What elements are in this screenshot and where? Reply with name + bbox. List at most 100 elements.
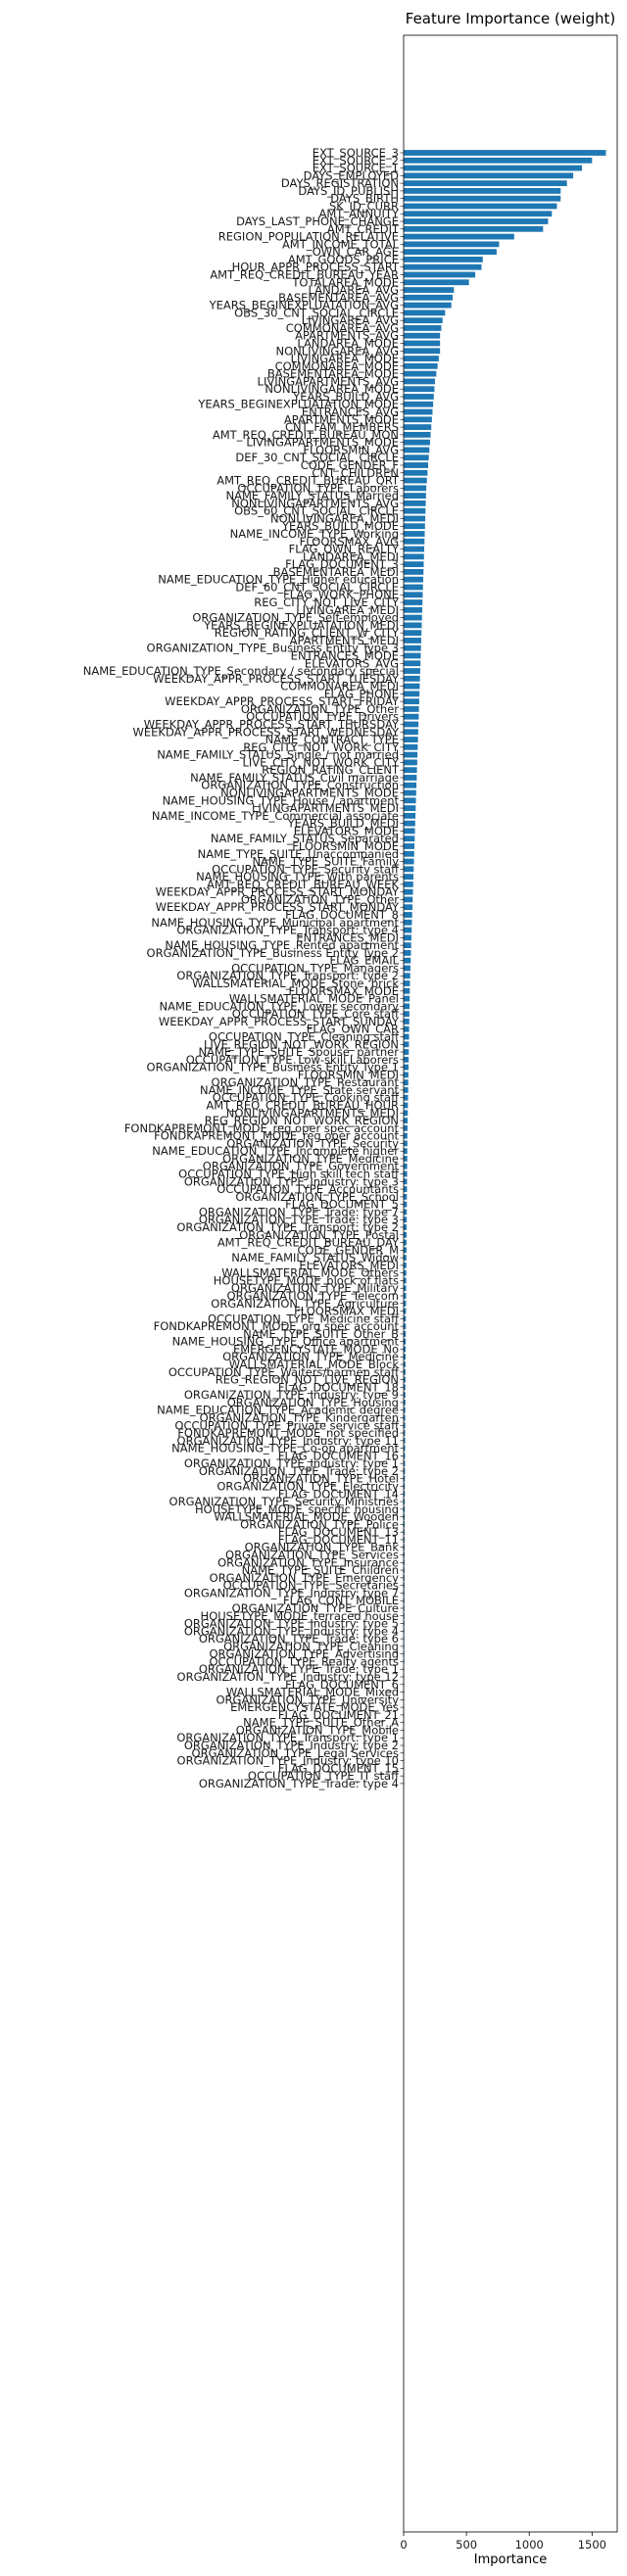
bar [404, 1269, 407, 1276]
bar [404, 515, 426, 522]
y-tick-label: ORGANIZATION_TYPE_Transport: type 4 [176, 924, 399, 937]
bar [404, 896, 413, 903]
y-tick-label: NAME_FAMILY_STATUS_Married [226, 489, 400, 502]
bar [404, 454, 429, 461]
bar [404, 317, 443, 324]
y-tick-label: ORGANIZATION_TYPE_Other [241, 702, 399, 716]
bar [404, 1118, 409, 1123]
bar [404, 348, 441, 355]
y-tick-label: ORGANIZATION_TYPE_Industry: type 11 [177, 1434, 399, 1448]
y-tick-label: COMMONAREA_MODE [275, 359, 399, 373]
y-tick-label: ORGANIZATION_TYPE_Trade: type 4 [199, 1777, 399, 1790]
y-tick-label: ENTRANCES_MODE [291, 648, 399, 662]
y-tick-label: ORGANIZATION_TYPE_Construction [201, 779, 399, 792]
y-tick-label: NAME_TYPE_SUITE_Other_B [243, 1327, 399, 1341]
bar [404, 1156, 408, 1162]
bar [404, 759, 417, 766]
bar [404, 1460, 406, 1467]
y-tick-label: FONDKAPREMONT_MODE_not specified [177, 1426, 399, 1440]
x-tick-label: 1000 [515, 2538, 544, 2552]
y-tick-label: OCCUPATION_TYPE_Laborers [237, 481, 399, 495]
y-tick-label: OBS_30_CNT_SOCIAL_CIRCLE [234, 306, 399, 319]
bar [404, 294, 454, 301]
y-tick-label: ORGANIZATION_TYPE_Self-employed [192, 611, 399, 625]
bar [404, 980, 410, 986]
bar [404, 225, 544, 232]
bar [404, 1201, 408, 1208]
bar [404, 1483, 406, 1490]
bar [404, 743, 418, 750]
y-tick-label: EMERGENCYSTATE_MODE_No [233, 1342, 399, 1356]
bar [404, 904, 412, 911]
bar [404, 767, 417, 774]
y-tick-label: NAME_HOUSING_TYPE_House / apartment [163, 793, 400, 807]
bar [404, 1178, 408, 1185]
y-tick-label: NAME_CONTRACT_TYPE [265, 733, 399, 746]
y-tick-label: NAME_EDUCATION_TYPE_Higher education [158, 573, 399, 587]
bar [404, 683, 420, 690]
y-tick-label: ORGANIZATION_TYPE_Industry: type 3 [184, 1174, 399, 1188]
y-tick-label: NONLIVINGAREA_MODE [265, 382, 399, 396]
y-tick-label: EXT_SOURCE_2 [313, 154, 399, 167]
bar [404, 1468, 406, 1474]
bar [404, 927, 412, 933]
y-tick-label: ORGANIZATION_TYPE_Industry: type 9 [184, 1388, 399, 1402]
bar [404, 1293, 407, 1299]
y-tick-label: NAME_INCOME_TYPE_State servant [200, 1083, 399, 1097]
bar [404, 1308, 407, 1314]
y-tick-label: ENTRANCES_MEDI [296, 930, 399, 944]
y-tick-label: ORGANIZATION_TYPE_Advertising [209, 1647, 399, 1661]
y-tick-label: YEARS_BUILD_MEDI [287, 817, 399, 831]
y-tick-label: HOUSETYPE_MODE_terraced house [201, 1609, 399, 1623]
y-tick-label: OCCUPATION_TYPE_High skill tech staff [178, 1168, 400, 1181]
y-tick-label: FLAG_DOCUMENT_16 [278, 1449, 399, 1462]
y-tick-label: NAME_TYPE_SUITE_Children [242, 1563, 399, 1577]
bar [404, 1392, 406, 1399]
y-tick-label: ORGANIZATION_TYPE_Trade: type 2 [199, 1464, 399, 1478]
bar [404, 1368, 406, 1375]
bar [404, 439, 430, 446]
bar [404, 1239, 407, 1246]
y-tick-label: ORGANIZATION_TYPE_Transport: type 1 [176, 1731, 399, 1744]
bar [404, 866, 414, 873]
y-tick-label: BASEMENTAREA_MODE [267, 367, 399, 381]
bar [404, 188, 561, 194]
bar [404, 218, 549, 224]
y-tick-label: DAYS_LAST_PHONE_CHANGE [236, 215, 399, 228]
bar [404, 569, 424, 575]
y-tick-label: AMT_INCOME_TOTAL [282, 237, 400, 251]
bar [404, 1505, 406, 1512]
bar [404, 1376, 406, 1383]
bar [404, 165, 583, 171]
y-tick-label: HOUR_APPR_PROCESS_START [232, 261, 400, 274]
bar [404, 1087, 409, 1093]
bar [404, 576, 424, 583]
y-tick-label: FLAG_DOCUMENT_5 [285, 1198, 399, 1212]
y-tick-label: NAME_EDUCATION_TYPE_Incomplete higher [152, 1144, 399, 1158]
y-tick-label: ORGANIZATION_TYPE_Medicine [222, 1350, 399, 1363]
bars-group [404, 150, 606, 1787]
y-tick-label: HOUSETYPE_MODE_specific housing [195, 1503, 399, 1516]
bar [404, 553, 424, 560]
y-tick-label: FLAG_DOCUMENT_6 [285, 1678, 399, 1692]
x-tick-label: 500 [456, 2538, 477, 2552]
bar [404, 1019, 410, 1025]
bar [404, 485, 427, 492]
y-tick-label: ORGANIZATION_TYPE_Trade: type 7 [199, 1205, 399, 1218]
y-tick-label: NAME_TYPE_SUITE_Unaccompanied [198, 847, 399, 861]
bar [404, 912, 412, 918]
y-tick-label: NAME_HOUSING_TYPE_Rented apartment [165, 938, 399, 952]
y-tick-label: CODE_GENDER_F [301, 458, 399, 472]
bar [404, 287, 455, 293]
y-tick-label: ORGANIZATION_TYPE_Emergency [210, 1571, 400, 1585]
bar [404, 1132, 408, 1139]
bar [404, 1255, 407, 1261]
y-tick-label: ORGANIZATION_TYPE_Business Entity Type 3 [147, 642, 399, 655]
bar [404, 203, 557, 210]
y-tick-label: FLAG_DOCUMENT_3 [285, 557, 399, 571]
bar [404, 1414, 406, 1421]
bar [404, 942, 411, 949]
y-tick-label: CODE_GENDER_M [297, 1243, 399, 1257]
bar [404, 1026, 410, 1032]
y-tick-label: NONLIVINGAPARTMENTS_AVG [231, 497, 399, 510]
